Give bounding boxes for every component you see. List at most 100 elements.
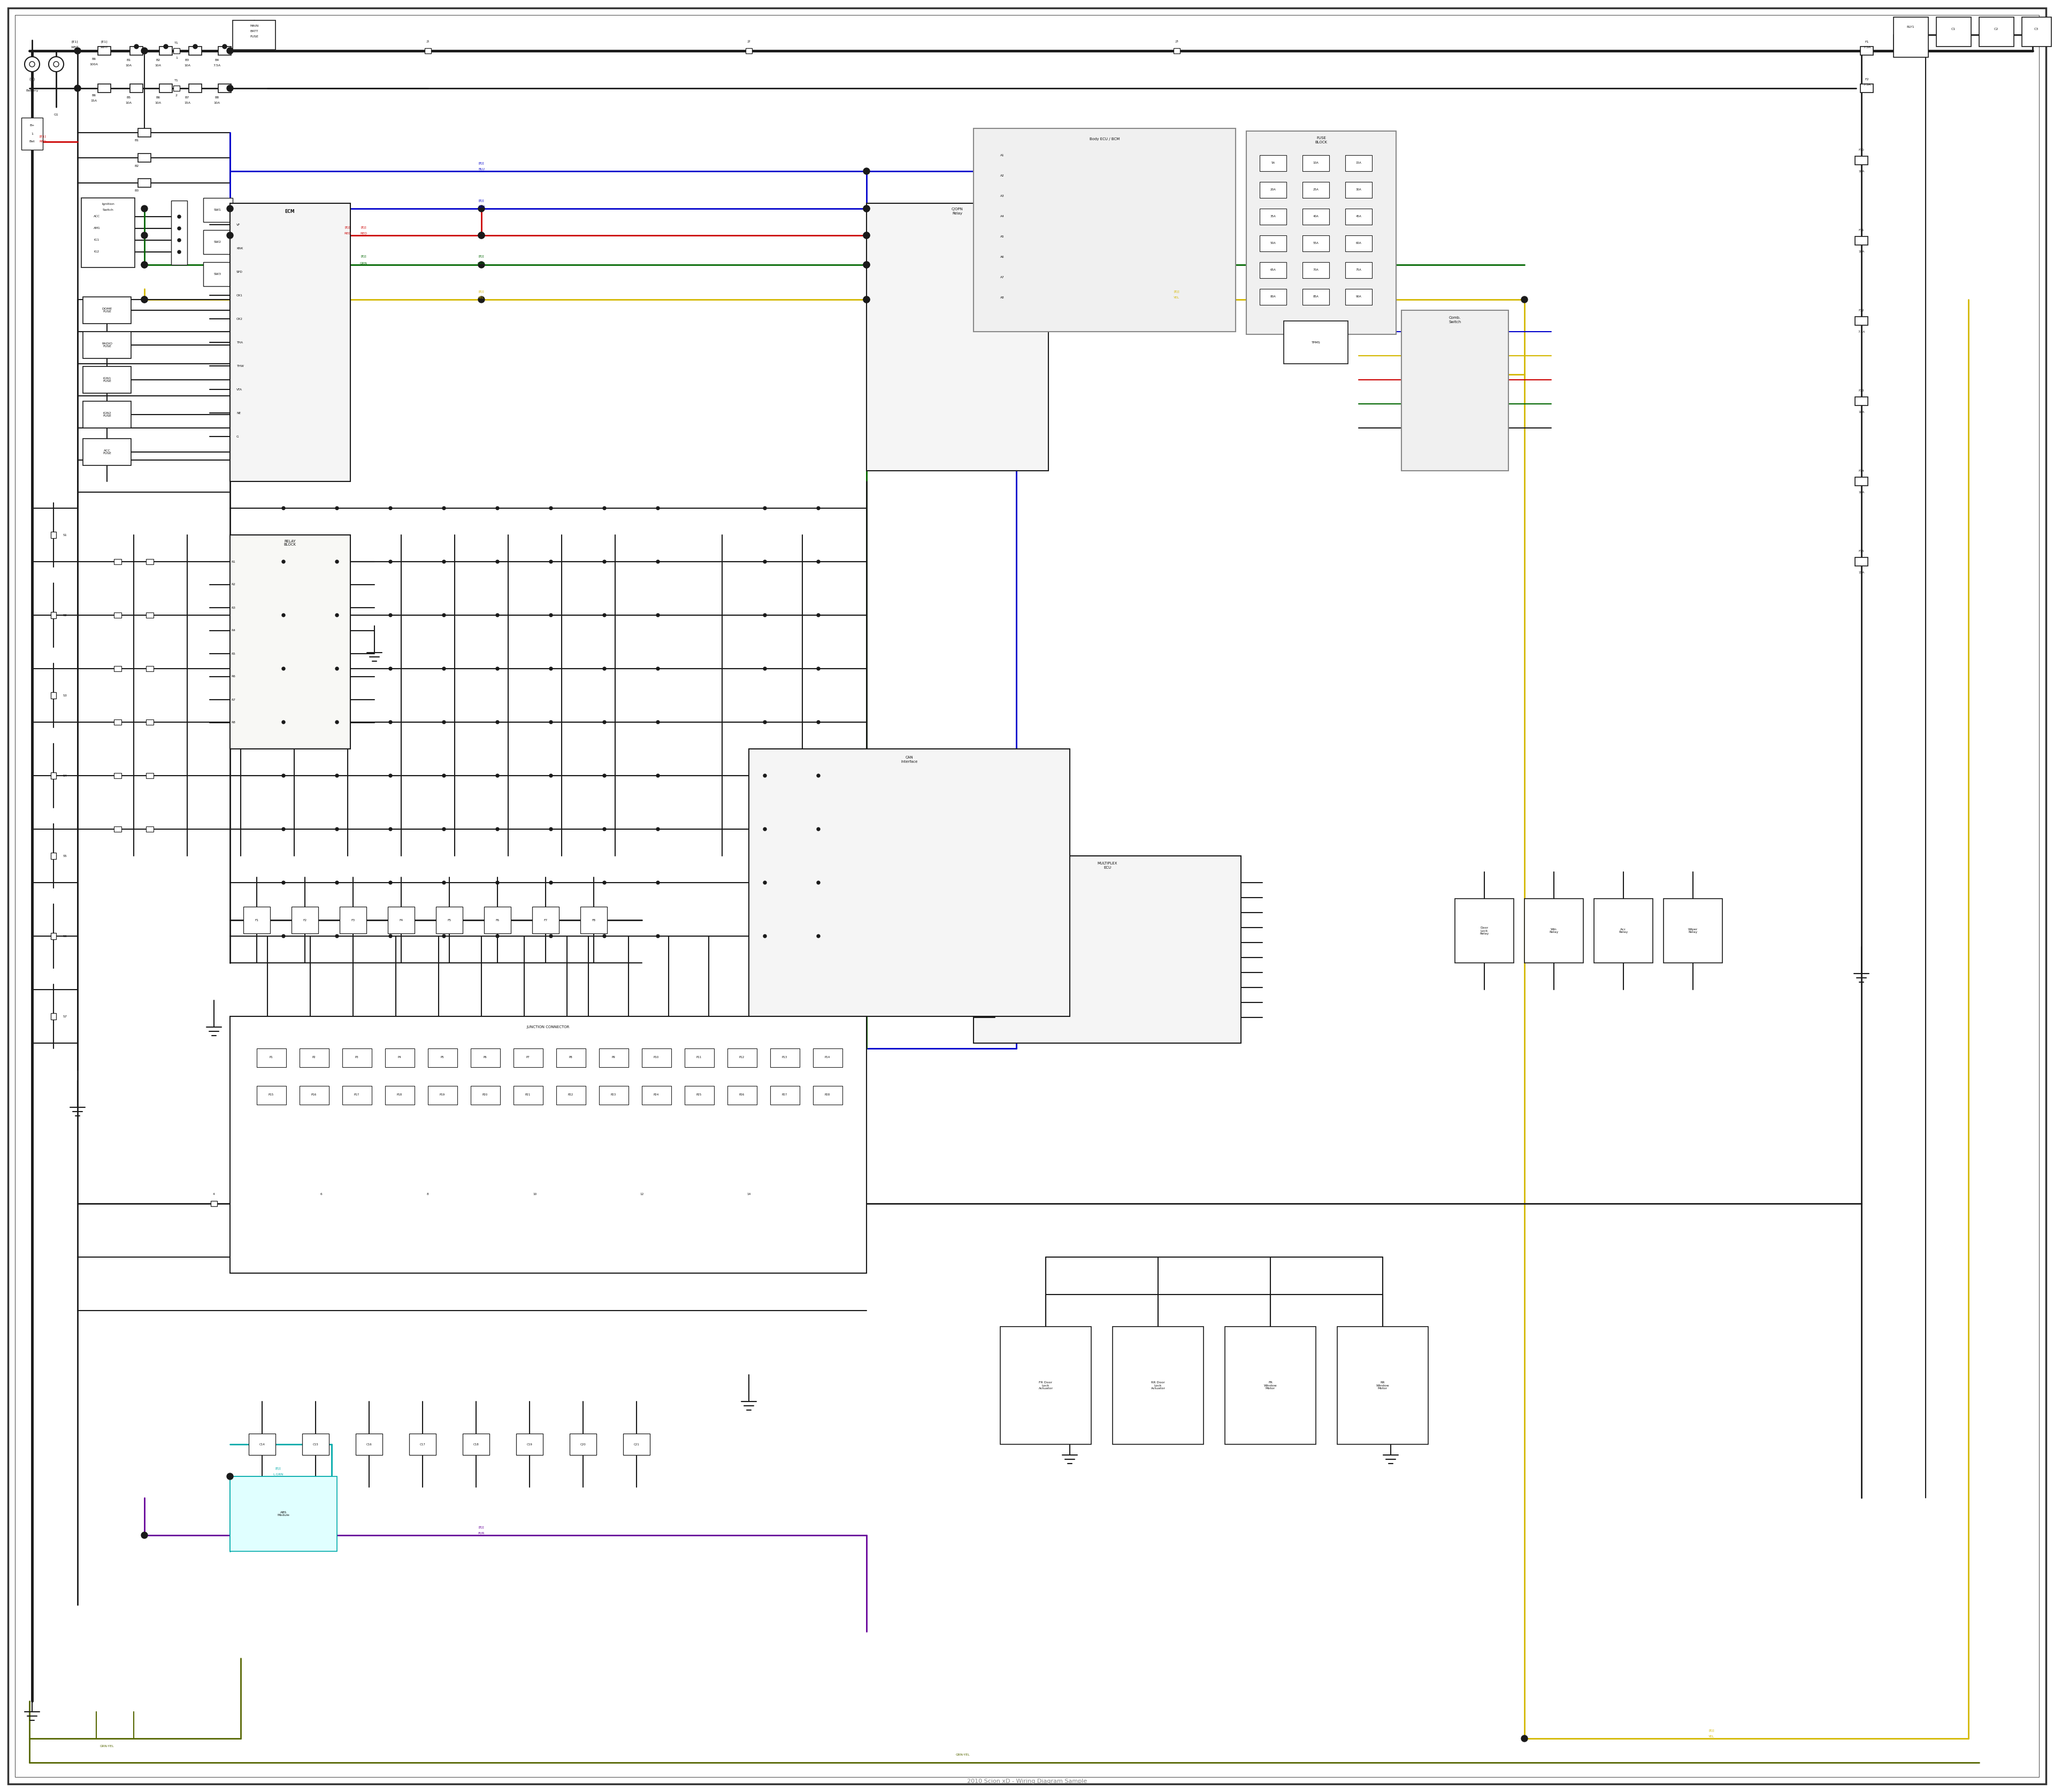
Circle shape [495,720,499,724]
Text: Ignition: Ignition [103,202,115,206]
Bar [427,1086,458,1104]
Text: B6: B6 [92,93,97,97]
Bar [1861,47,1873,56]
Bar [1113,1326,1204,1444]
Text: G1: G1 [53,113,58,116]
Circle shape [142,1532,148,1539]
Circle shape [602,613,606,616]
Text: GRN-YEL: GRN-YEL [101,1745,115,1747]
Bar [600,1086,629,1104]
Bar [129,47,144,56]
Text: B3: B3 [134,190,138,192]
Text: SW3: SW3 [214,272,222,276]
Text: F5: F5 [448,919,452,921]
Text: C17: C17 [419,1443,425,1446]
Bar [727,1048,756,1068]
Text: YEL: YEL [1709,1736,1715,1738]
Bar [1980,18,2013,47]
Circle shape [142,206,148,211]
Circle shape [142,262,148,269]
Bar [1861,84,1873,93]
Bar [813,1086,842,1104]
Text: VF: VF [236,224,240,226]
Text: F13: F13 [1859,389,1865,392]
Text: 40A: 40A [1313,215,1319,219]
Bar [813,1048,842,1068]
Bar [173,86,181,91]
Bar [1894,18,1929,57]
Bar [113,772,121,778]
Text: 10A: 10A [154,65,160,66]
Bar [1259,156,1286,172]
Bar [1594,898,1653,962]
Circle shape [388,667,392,670]
Bar [462,1434,489,1455]
Text: P13: P13 [783,1055,787,1059]
Bar [409,1434,435,1455]
Bar [727,1086,756,1104]
Circle shape [74,48,80,54]
Text: RR
Window
Motor: RR Window Motor [1376,1382,1389,1391]
Circle shape [25,57,39,72]
Bar [1259,289,1286,305]
Text: [EJ]: [EJ] [1709,1729,1715,1731]
Text: 1: 1 [31,133,33,134]
Text: FUSE
BLOCK: FUSE BLOCK [1315,136,1327,143]
Text: Comb.
Switch: Comb. Switch [1448,317,1460,323]
Text: OX1: OX1 [236,294,242,297]
Text: 10A: 10A [1313,161,1319,165]
Text: SPD: SPD [236,271,242,272]
Circle shape [281,720,286,724]
Text: KNK: KNK [236,247,242,249]
Bar [435,907,462,934]
Circle shape [193,45,197,48]
Bar [1855,317,1867,324]
Text: F2: F2 [1865,77,1869,81]
Circle shape [49,57,64,72]
Bar [51,853,55,858]
Text: C21: C21 [633,1443,639,1446]
Bar [146,826,154,831]
Text: P17: P17 [353,1093,359,1097]
Bar [203,229,232,254]
Circle shape [226,48,234,54]
Text: P23: P23 [610,1093,616,1097]
Text: B1: B1 [134,140,138,142]
Text: 2: 2 [175,93,177,97]
Bar [684,1086,715,1104]
Circle shape [548,934,553,937]
Text: F10: F10 [1859,149,1865,151]
Bar [212,1201,218,1206]
Text: RLY1: RLY1 [1906,25,1914,29]
Text: 10A: 10A [1859,251,1865,253]
Text: WHT: WHT [101,47,109,48]
Bar [532,1201,538,1206]
Text: THA: THA [236,340,242,344]
Circle shape [479,233,485,238]
Bar [1345,181,1372,197]
Text: B4: B4 [214,59,220,61]
Bar [581,907,608,934]
Text: C20: C20 [579,1443,585,1446]
Bar [1345,235,1372,251]
Text: [E1]: [E1] [39,134,45,138]
Text: [EJ]: [EJ] [275,1468,281,1469]
Text: P5: P5 [440,1055,444,1059]
Bar [1284,321,1347,364]
Circle shape [495,774,499,778]
Bar [1345,289,1372,305]
Text: A2: A2 [1000,174,1004,177]
Circle shape [495,613,499,616]
Circle shape [602,561,606,563]
Bar [641,1086,672,1104]
Bar [1302,156,1329,172]
Bar [232,20,275,50]
Bar [113,667,121,672]
Circle shape [863,233,869,238]
Bar [641,1048,672,1068]
Circle shape [388,613,392,616]
Circle shape [226,206,234,211]
Text: [EJ]: [EJ] [479,290,485,292]
Text: P15: P15 [269,1093,273,1097]
Text: C/OPN
Relay: C/OPN Relay [951,208,963,215]
